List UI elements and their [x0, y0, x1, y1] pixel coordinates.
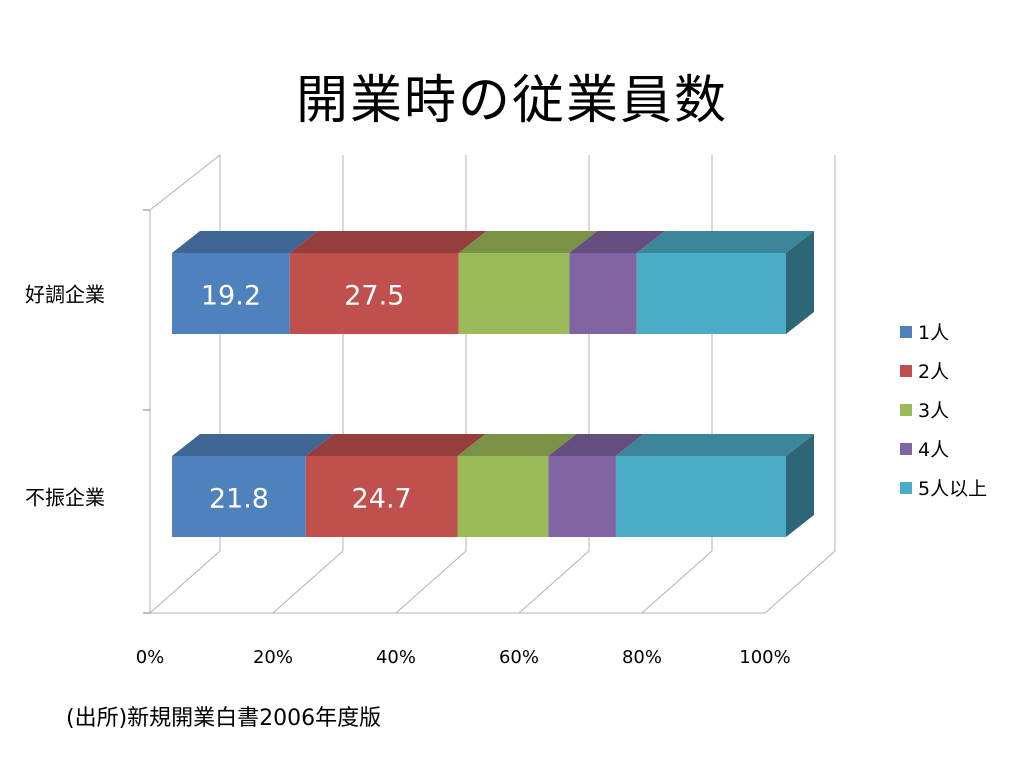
legend-swatch	[900, 365, 912, 377]
x-tick-label: 20%	[253, 647, 293, 668]
bar-segment-2人	[289, 253, 459, 334]
bar-segment-5人以上	[615, 456, 786, 537]
data-labels: 19.2 27.5 21.8 24.7	[201, 281, 412, 515]
x-tick-label: 40%	[376, 647, 416, 668]
data-label: 19.2	[201, 281, 261, 312]
data-label: 24.7	[352, 484, 412, 515]
legend-label: 5人以上	[918, 478, 987, 500]
gridline-floor	[149, 550, 221, 614]
bar-top-3人	[457, 434, 577, 456]
bar-side	[786, 434, 814, 537]
legend-swatch	[900, 482, 912, 494]
legend: 1人 2人 3人 4人 5人以上	[900, 322, 987, 500]
legend-swatch	[900, 326, 912, 338]
left-wall-top	[149, 154, 221, 211]
chart-title: 開業時の従業員数	[295, 71, 728, 131]
source-note: (出所)新規開業白書2006年度版	[66, 706, 382, 731]
bar-segment-1人	[172, 253, 290, 334]
bar-top-5人以上	[615, 434, 814, 456]
x-tick-label: 100%	[739, 647, 790, 668]
legend-swatch	[900, 404, 912, 416]
gridline-floor	[272, 550, 344, 614]
x-tick-labels: 0% 20% 40% 60% 80% 100%	[136, 647, 791, 668]
legend-label: 1人	[918, 322, 949, 344]
gridline-floor	[641, 550, 713, 614]
bar-top-4人	[569, 231, 665, 253]
bar-top-3人	[458, 231, 598, 253]
x-tick-label: 0%	[136, 647, 165, 668]
x-tick-label: 60%	[499, 647, 539, 668]
category-label: 不振企業	[25, 486, 105, 510]
bar-top-5人以上	[636, 231, 814, 253]
bar-top-1人	[172, 231, 318, 253]
legend-label: 2人	[918, 361, 949, 383]
legend-swatch	[900, 443, 912, 455]
bar-segment-1人	[172, 456, 306, 537]
chart-walls	[143, 154, 836, 614]
bar-top-2人	[289, 231, 487, 253]
chart-bars	[172, 231, 814, 537]
legend-label: 4人	[918, 439, 949, 461]
category-label: 好調企業	[25, 283, 105, 307]
bar-segment-4人	[548, 456, 616, 537]
bar-segment-3人	[457, 456, 549, 537]
data-label: 27.5	[344, 281, 404, 312]
bar-top-2人	[305, 434, 486, 456]
legend-label: 3人	[918, 400, 949, 422]
x-tick-label: 80%	[622, 647, 662, 668]
bar-segment-3人	[458, 253, 570, 334]
gridline-floor	[518, 550, 590, 614]
gridline-floor	[395, 550, 467, 614]
bar-segment-5人以上	[636, 253, 786, 334]
bar-segment-4人	[569, 253, 637, 334]
bar-side	[786, 231, 814, 334]
data-label: 21.8	[209, 484, 269, 515]
bar-top-1人	[172, 434, 334, 456]
bar-segment-2人	[305, 456, 458, 537]
bar-top-4人	[548, 434, 644, 456]
gridline-floor	[764, 550, 836, 614]
